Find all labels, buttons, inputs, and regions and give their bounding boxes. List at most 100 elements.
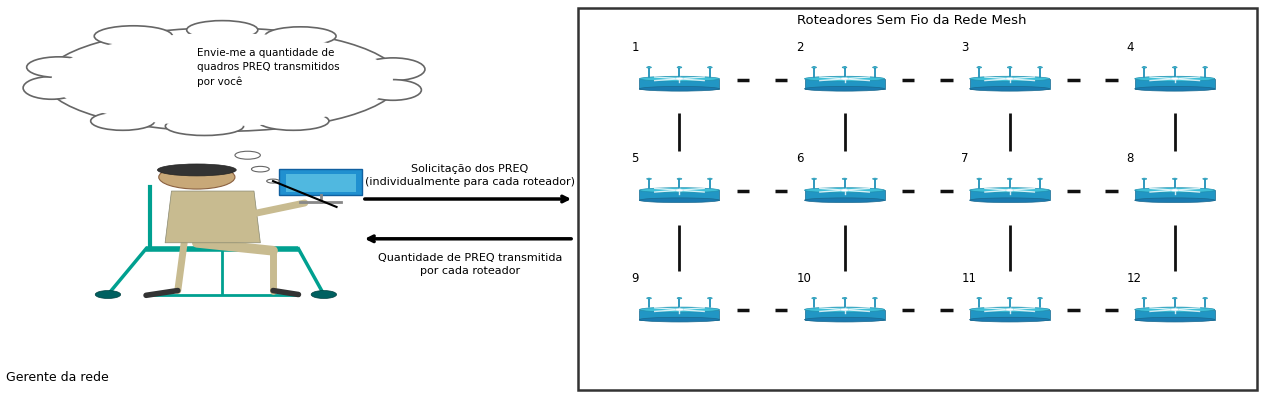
- Polygon shape: [1135, 79, 1215, 89]
- Ellipse shape: [23, 76, 80, 99]
- Text: Quantidade de PREQ transmitida
por cada roteador: Quantidade de PREQ transmitida por cada …: [377, 253, 563, 276]
- Circle shape: [1172, 178, 1177, 179]
- Circle shape: [1171, 189, 1179, 191]
- Text: 10: 10: [796, 271, 812, 285]
- Circle shape: [267, 179, 279, 183]
- Ellipse shape: [187, 21, 258, 39]
- Circle shape: [1172, 66, 1177, 68]
- Ellipse shape: [805, 307, 884, 312]
- Ellipse shape: [970, 307, 1050, 312]
- Circle shape: [977, 297, 982, 299]
- Circle shape: [1203, 297, 1208, 299]
- Circle shape: [676, 308, 683, 311]
- Circle shape: [677, 297, 682, 299]
- Ellipse shape: [37, 60, 81, 74]
- Ellipse shape: [805, 198, 884, 203]
- Ellipse shape: [805, 188, 884, 193]
- Circle shape: [1203, 178, 1208, 179]
- Ellipse shape: [970, 86, 1050, 91]
- Text: 9: 9: [631, 271, 639, 285]
- Polygon shape: [1135, 310, 1215, 320]
- Circle shape: [677, 178, 682, 179]
- Ellipse shape: [177, 120, 232, 133]
- Ellipse shape: [361, 58, 425, 81]
- Circle shape: [95, 291, 121, 298]
- Ellipse shape: [970, 317, 1050, 322]
- Circle shape: [841, 78, 848, 80]
- Text: 3: 3: [961, 41, 969, 54]
- Circle shape: [1038, 297, 1043, 299]
- Circle shape: [1171, 78, 1179, 80]
- Ellipse shape: [805, 86, 884, 91]
- Ellipse shape: [32, 80, 71, 96]
- Polygon shape: [805, 190, 884, 200]
- Text: Envie-me a quantidade de
quadros PREQ transmitidos
por você: Envie-me a quantidade de quadros PREQ tr…: [197, 48, 339, 87]
- Circle shape: [812, 297, 817, 299]
- Polygon shape: [970, 190, 1049, 200]
- Ellipse shape: [44, 28, 400, 131]
- Ellipse shape: [258, 112, 329, 130]
- Polygon shape: [805, 79, 884, 89]
- Polygon shape: [805, 310, 884, 320]
- Circle shape: [1007, 178, 1012, 179]
- Polygon shape: [640, 190, 719, 200]
- Text: Solicitação dos PREQ
(individualmente para cada roteador): Solicitação dos PREQ (individualmente pa…: [364, 164, 575, 187]
- Circle shape: [872, 66, 878, 68]
- Circle shape: [646, 297, 652, 299]
- Ellipse shape: [970, 76, 1050, 81]
- Ellipse shape: [970, 198, 1050, 203]
- Text: 7: 7: [961, 152, 969, 165]
- Ellipse shape: [805, 317, 884, 322]
- Polygon shape: [640, 310, 719, 320]
- Circle shape: [1142, 178, 1147, 179]
- Circle shape: [677, 66, 682, 68]
- Circle shape: [842, 66, 847, 68]
- Ellipse shape: [268, 115, 319, 127]
- Circle shape: [1006, 78, 1013, 80]
- Ellipse shape: [276, 29, 325, 43]
- Ellipse shape: [1134, 76, 1215, 81]
- Circle shape: [1172, 297, 1177, 299]
- FancyBboxPatch shape: [286, 174, 356, 192]
- Ellipse shape: [371, 61, 415, 77]
- Circle shape: [812, 178, 817, 179]
- Circle shape: [707, 66, 712, 68]
- Ellipse shape: [52, 33, 392, 126]
- Ellipse shape: [640, 307, 719, 312]
- Polygon shape: [970, 310, 1049, 320]
- Ellipse shape: [640, 317, 719, 322]
- Circle shape: [841, 189, 848, 191]
- Circle shape: [872, 297, 878, 299]
- FancyBboxPatch shape: [578, 8, 1257, 390]
- Ellipse shape: [165, 117, 244, 135]
- Circle shape: [1171, 308, 1179, 311]
- Ellipse shape: [1134, 188, 1215, 193]
- Text: Gerente da rede: Gerente da rede: [6, 371, 109, 384]
- Circle shape: [1203, 66, 1208, 68]
- Polygon shape: [165, 191, 260, 243]
- Text: 12: 12: [1126, 271, 1142, 285]
- Circle shape: [812, 66, 817, 68]
- Circle shape: [159, 165, 235, 189]
- Circle shape: [1142, 66, 1147, 68]
- Circle shape: [676, 189, 683, 191]
- Circle shape: [1007, 297, 1012, 299]
- Circle shape: [842, 297, 847, 299]
- Text: 8: 8: [1126, 152, 1134, 165]
- Circle shape: [841, 308, 848, 311]
- Circle shape: [1142, 297, 1147, 299]
- Text: 1: 1: [631, 41, 639, 54]
- Circle shape: [311, 291, 337, 298]
- Ellipse shape: [94, 26, 173, 47]
- Circle shape: [235, 151, 260, 159]
- Ellipse shape: [100, 115, 145, 127]
- Ellipse shape: [1134, 86, 1215, 91]
- Circle shape: [1038, 178, 1043, 179]
- Ellipse shape: [105, 29, 161, 43]
- Circle shape: [977, 66, 982, 68]
- Circle shape: [646, 66, 652, 68]
- Circle shape: [1038, 66, 1043, 68]
- Text: 4: 4: [1126, 41, 1134, 54]
- Ellipse shape: [640, 76, 719, 81]
- Circle shape: [707, 297, 712, 299]
